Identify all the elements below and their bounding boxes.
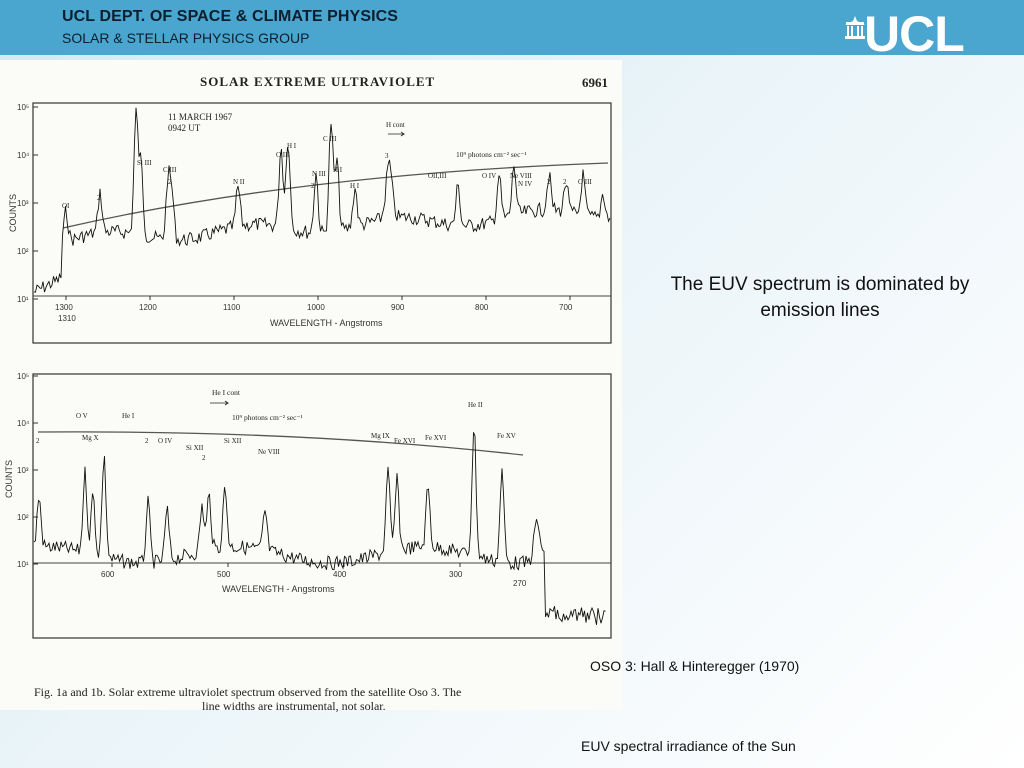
panel-b-line-labels: 2 O V Mg X He I 2 O IV Si XII 2 Si XII Ne VIII Mg … [36,401,516,462]
emission-line-label: 2 [168,178,172,186]
emission-line-label: 2 [97,194,101,202]
emission-line-label: Fe XVI [394,437,416,445]
y-tick-label: 10³ [17,199,29,208]
logo-wordmark: UCL [864,6,965,62]
emission-line-label: Ne VIII [258,448,281,456]
panel-b-xlabel: WAVELENGTH - Angstroms [222,584,335,594]
x-tick-label: 900 [391,303,405,312]
department-title: UCL DEPT. OF SPACE & CLIMATE PHYSICS [62,8,399,25]
emission-line-label: O IV [158,437,172,445]
x-tick-label: 400 [333,570,347,579]
emission-line-label: Fe XV [497,432,516,440]
panel-a-flux-curve [62,162,609,229]
panel-a-ylabel: COUNTS [8,194,18,232]
panel-b-xticks: 600 500 400 300 [101,563,463,579]
emission-line-label: Fe XVI [425,434,447,442]
emission-line-label: N III [312,170,326,178]
emission-line-label: Si XII [186,444,204,452]
panel-b-cont-arrow [210,400,230,406]
emission-line-label: O III [276,151,290,159]
emission-line-label: 2 [563,178,567,186]
emission-line-label: O IV [482,172,496,180]
portico-icon [845,16,865,39]
emission-line-label: 2 [145,437,149,445]
y-tick-label: 10⁵ [17,103,29,112]
caption-line-1: Fig. 1a and 1b. Solar extreme ultraviole… [34,685,462,699]
x-tick-label: 700 [559,303,573,312]
panel-a-frame [32,102,612,344]
emission-line-label: Mg X [82,434,99,442]
x-tick-label: 300 [449,570,463,579]
panel-b-ylabel: COUNTS [4,460,14,498]
emission-line-label: Si XII [224,437,242,445]
x-tick-label: 600 [101,570,115,579]
emission-line-label: 2 [202,454,206,462]
panel-b-flux-curve [37,431,524,456]
x-tick-label: 1000 [307,303,325,312]
y-tick-label: 10³ [17,466,29,475]
panel-a-extra-tick: 1310 [58,314,76,323]
source-citation: OSO 3: Hall & Hinteregger (1970) [590,658,800,674]
emission-line-label: Mg IX [371,432,390,440]
emission-line-label: N II [233,178,245,186]
figure-number: 6961 [582,75,608,90]
emission-line-label: He I [122,412,135,420]
main-statement: The EUV spectrum is dominated by emissio… [670,274,970,321]
emission-line-label: H I [333,166,343,174]
emission-line-label: OII,III [428,172,447,180]
figure-title: SOLAR EXTREME ULTRAVIOLET [200,74,435,89]
x-tick-label: 1200 [139,303,157,312]
x-tick-label: 800 [475,303,489,312]
emission-line-label: Ne VIII [510,172,533,180]
panel-a-flux-label: 10⁹ photons cm⁻² sec⁻¹ [456,150,527,159]
emission-line-label: H I [287,142,297,150]
emission-line-label: He II [468,401,483,409]
header-bar: UCL DEPT. OF SPACE & CLIMATE PHYSICS SOL… [0,0,1024,62]
x-tick-label: 500 [217,570,231,579]
emission-line-label: O V [76,412,88,420]
panel-a-xlabel: WAVELENGTH - Angstroms [270,318,383,328]
panel-b-cont-label: He I cont [212,388,241,397]
caption-line-2: line widths are instrumental, not solar. [202,699,386,713]
y-tick-label: 10⁴ [17,151,30,160]
emission-line-label: OI [62,202,70,210]
panel-a-cont-label: H cont [386,121,405,129]
spectrum-plot: SOLAR EXTREME ULTRAVIOLET 6961 10⁵ 10⁴ 10³… [4,74,612,639]
emission-line-label: 2 [36,437,40,445]
emission-line-label: H I [350,182,360,190]
time-label: 0942 UT [168,123,201,133]
panel-b-frame [32,373,612,639]
y-tick-label: 10¹ [17,295,29,304]
figure-caption: Fig. 1a and 1b. Solar extreme ultraviole… [34,685,594,713]
emission-line-label: 2 [311,182,315,190]
panel-a-cont-arrow [388,131,406,137]
x-tick-label: 1300 [55,303,73,312]
emission-line-label: O III [578,178,592,186]
y-tick-label: 10⁵ [17,372,29,381]
y-tick-label: 10⁴ [17,419,30,428]
emission-line-label: N IV [518,180,532,188]
x-tick-label: 1100 [223,303,241,312]
y-tick-label: 10¹ [17,560,29,569]
panel-b-flux-label: 10⁹ photons cm⁻² sec⁻¹ [232,413,303,422]
y-tick-label: 10² [17,513,29,522]
emission-line-label: 2 [547,178,551,186]
emission-line-label: Si III [137,159,152,167]
date-label: 11 MARCH 1967 [168,112,233,122]
panel-b-extra-tick: 270 [513,579,527,588]
panel-a-yticks: 10⁵ 10⁴ 10³ 10² 10¹ [17,103,38,304]
y-tick-label: 10² [17,247,29,256]
panel-b-yticks: 10⁵ 10⁴ 10³ 10² 10¹ [17,372,38,569]
group-subtitle: SOLAR & STELLAR PHYSICS GROUP [62,30,310,46]
ucl-logo: UCL [842,6,1002,62]
slide-footer: EUV spectral irradiance of the Sun [581,738,796,754]
emission-line-label: C III [323,135,337,143]
panel-a-xticks: 1300 1200 1100 1000 900 800 700 [55,296,573,312]
emission-line-label: C III [163,166,177,174]
panel-a-spectrum [33,107,611,293]
emission-line-label: 3 [385,152,389,160]
spectrum-figure: SOLAR EXTREME ULTRAVIOLET 6961 10⁵ 10⁴ 10³… [0,60,622,713]
panel-b-spectrum [33,432,606,625]
